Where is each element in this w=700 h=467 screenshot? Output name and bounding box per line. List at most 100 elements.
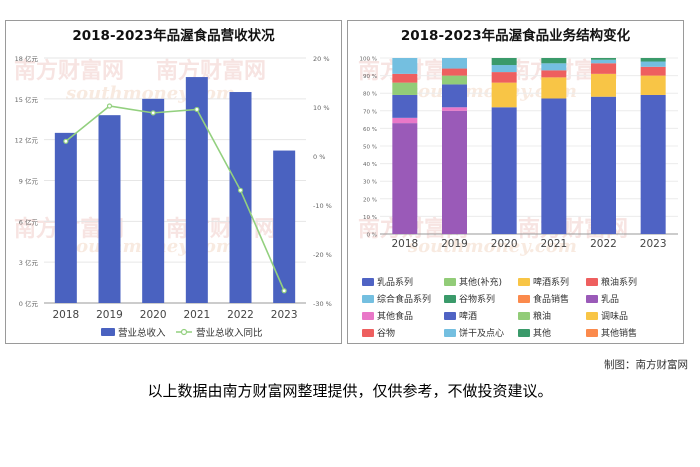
stack-segment	[541, 63, 567, 71]
y-right-tick-label: -20 %	[313, 251, 332, 259]
chart-credit: 制图：南方财富网	[604, 359, 688, 371]
bar	[54, 132, 77, 303]
stack-segment	[640, 94, 666, 235]
legend-swatch	[362, 312, 374, 320]
y-left-tick-label: 9 亿元	[19, 177, 39, 186]
bar	[185, 77, 208, 303]
legend-swatch	[362, 329, 374, 337]
y-tick-label: 10 %	[363, 215, 377, 221]
legend-swatch	[586, 329, 598, 337]
y-right-tick-label: -30 %	[313, 300, 332, 308]
x-tick-label: 2019	[441, 238, 468, 250]
legend-label: 其他销售	[601, 327, 637, 339]
y-right-tick-label: 0 %	[313, 153, 325, 161]
y-tick-label: 30 %	[363, 180, 377, 186]
y-tick-label: 0 %	[367, 233, 377, 239]
legend-swatch	[518, 312, 530, 320]
legend-swatch	[444, 278, 456, 286]
y-left-tick-label: 3 亿元	[19, 258, 39, 267]
legend-label: 饼干及点心	[459, 327, 504, 339]
x-tick-label: 2020	[140, 309, 167, 321]
legend-swatch	[444, 312, 456, 320]
legend-swatch	[444, 295, 456, 303]
bar	[142, 98, 165, 303]
stack-segment	[541, 58, 567, 64]
stack-segment	[541, 77, 567, 99]
legend-label: 粮油系列	[601, 276, 637, 288]
y-left-tick-label: 18 亿元	[15, 54, 39, 63]
yoy-point	[150, 110, 156, 116]
legend-swatch	[518, 295, 530, 303]
legend-label: 调味品	[601, 310, 628, 322]
x-tick-label: 2023	[640, 238, 667, 250]
stack-segment	[640, 75, 666, 95]
legend-swatch	[586, 312, 598, 320]
y-tick-label: 90 %	[363, 74, 377, 80]
y-tick-label: 80 %	[363, 92, 377, 98]
y-right-tick-label: -10 %	[313, 202, 332, 210]
stack-segment	[640, 61, 666, 67]
yoy-point	[237, 187, 244, 193]
stack-segment	[491, 107, 517, 234]
legend-label: 乳品	[601, 293, 619, 305]
legend-swatch	[586, 295, 598, 303]
stack-segment	[491, 72, 517, 83]
legend-label: 综合食品系列	[377, 293, 431, 305]
legend-swatch	[444, 329, 456, 337]
stack-segment	[442, 68, 467, 76]
stack-segment	[541, 70, 567, 78]
stack-segment	[591, 58, 616, 60]
legend-swatch	[518, 329, 530, 337]
x-tick-label: 2018	[391, 238, 418, 250]
legend-swatch-bar	[101, 328, 115, 336]
y-left-tick-label: 15 亿元	[15, 95, 39, 104]
stack-segment	[392, 73, 418, 83]
stack-segment	[541, 98, 567, 234]
legend-label: 谷物系列	[459, 293, 495, 305]
stack-segment	[442, 84, 467, 108]
stack-segment	[591, 63, 616, 74]
legend-label: 食品销售	[533, 293, 569, 305]
legend-label: 其他	[533, 327, 551, 339]
y-tick-label: 60 %	[363, 127, 377, 133]
stack-segment	[392, 94, 418, 118]
yoy-point	[281, 288, 287, 294]
yoy-point	[194, 106, 200, 113]
y-right-tick-label: 20 %	[313, 55, 330, 63]
y-tick-label: 20 %	[363, 197, 377, 203]
legend-swatch	[362, 278, 374, 286]
stack-segment	[392, 123, 418, 234]
legend-label: 啤酒	[459, 310, 477, 322]
legend-label: 粮油	[533, 310, 551, 322]
stack-segment	[392, 82, 418, 95]
structure-chart: 0 % 10 % 20 % 30 % 40 % 50 % 60 % 70 % 80 % 90 % 1…	[360, 57, 678, 339]
legend-swatch	[518, 278, 530, 286]
legend-label: 其他(补充)	[459, 276, 502, 288]
legend-swatch	[362, 295, 374, 303]
x-tick-label: 2020	[491, 238, 518, 250]
stack-segment	[640, 66, 666, 76]
yoy-point	[106, 103, 113, 109]
stack-segment	[491, 65, 517, 73]
bar	[229, 92, 252, 304]
bar	[273, 150, 296, 303]
disclaimer-text: 以上数据由南方财富网整理提供，仅供参考，不做投资建议。	[147, 382, 553, 400]
bar	[98, 115, 121, 304]
legend-swatch	[586, 278, 598, 286]
yoy-point	[63, 138, 69, 144]
x-tick-label: 2019	[96, 309, 123, 321]
x-tick-label: 2022	[590, 238, 617, 250]
legend-label: 乳品系列	[377, 276, 413, 288]
y-tick-label: 50 %	[363, 145, 377, 151]
stack-segment	[591, 96, 616, 234]
x-tick-label: 2021	[540, 238, 567, 250]
y-left-tick-label: 0 亿元	[19, 299, 39, 308]
legend-label: 谷物	[377, 327, 395, 339]
legend-label: 啤酒系列	[533, 276, 569, 288]
legend-label: 其他食品	[377, 310, 413, 322]
y-tick-label: 100 %	[360, 57, 377, 63]
yoy-line	[65, 105, 285, 292]
stack-segment	[442, 110, 467, 234]
stack-segment	[392, 117, 418, 124]
stack-segment	[591, 59, 616, 64]
